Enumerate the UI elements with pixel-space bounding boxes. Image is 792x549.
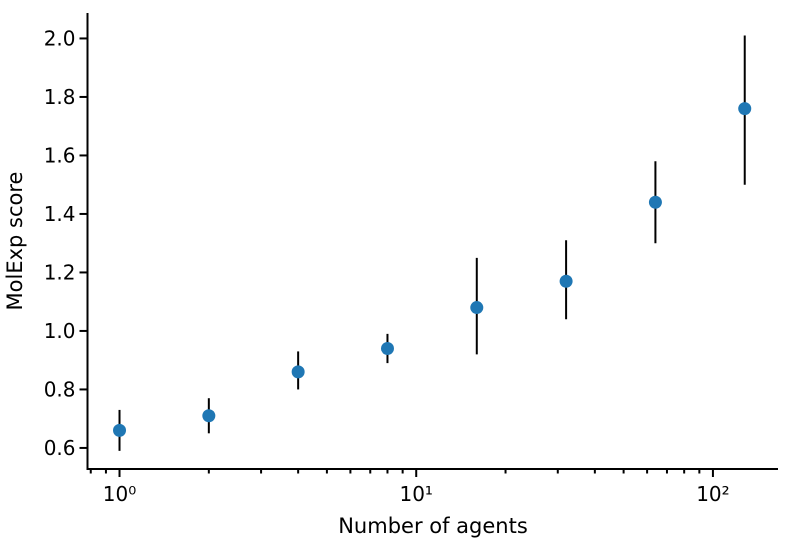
x-axis-label: Number of agents: [338, 514, 528, 538]
x-tick-label: 10²: [696, 482, 729, 506]
axis-ticks: 0.6 0.8 1.0 1.2 1.4 1.6 1.8 2.0 10⁰ 10¹ 10²: [44, 26, 730, 506]
y-tick-label: 0.8: [44, 377, 76, 401]
x-tick-label: 10⁰: [103, 482, 136, 506]
data-series: [113, 35, 752, 451]
data-point: [291, 365, 305, 379]
y-tick-label: 1.4: [44, 202, 76, 226]
y-tick-label: 0.6: [44, 436, 76, 460]
y-tick-label: 1.0: [44, 319, 76, 343]
axis-spines: [86, 13, 778, 470]
y-tick-label: 1.2: [44, 260, 76, 284]
data-point: [738, 102, 752, 116]
y-axis-label: MolExp score: [3, 172, 27, 311]
data-point: [113, 423, 127, 437]
y-tick-label: 1.8: [44, 85, 76, 109]
y-tick-label: 2.0: [44, 26, 76, 50]
data-point: [648, 195, 662, 209]
data-point: [202, 409, 216, 423]
x-tick-label: 10¹: [399, 482, 432, 506]
data-point: [559, 274, 573, 288]
y-tick-label: 1.6: [44, 143, 76, 167]
data-point: [380, 341, 394, 355]
data-point: [470, 301, 484, 315]
